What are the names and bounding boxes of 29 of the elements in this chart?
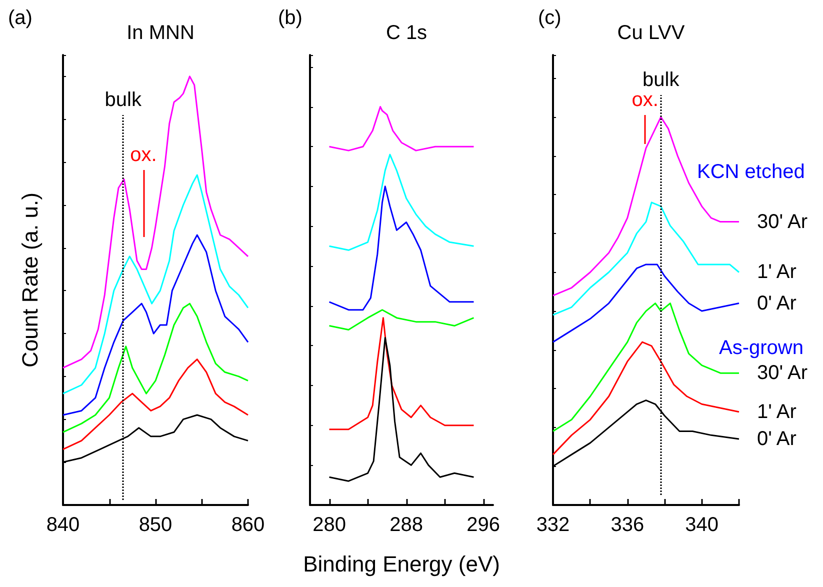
x-tick-label: 332: [536, 514, 570, 536]
series-label: 0' Ar: [757, 428, 797, 450]
series-label: 1' Ar: [757, 400, 797, 423]
series-label: 30' Ar: [757, 362, 808, 384]
x-tick-label: 296: [466, 514, 500, 536]
x-tick-label: 850: [138, 514, 172, 536]
ref-line-label: ox.: [130, 144, 157, 166]
annotation: As-grown: [719, 337, 804, 359]
series-label: 1' Ar: [757, 261, 797, 284]
ref-line-label: bulk: [642, 69, 680, 91]
series-label: 30' Ar: [757, 210, 808, 233]
series-label: 0' Ar: [757, 292, 797, 314]
ref-line-label: bulk: [104, 89, 142, 111]
x-tick-label: 280: [312, 514, 346, 536]
chart-title: In MNN: [126, 22, 194, 44]
y-axis-title: Count Rate (a. u.): [18, 192, 42, 368]
x-tick-label: 336: [610, 514, 644, 536]
text: (b): [278, 7, 302, 29]
x-tick-label: 860: [231, 514, 265, 536]
x-tick-label: 288: [390, 514, 424, 536]
x-tick-label: 340: [685, 514, 718, 536]
text: (a): [8, 7, 32, 29]
annotation: KCN etched: [697, 161, 805, 183]
x-tick-label: 840: [46, 514, 80, 536]
chart-title: Cu LVV: [617, 22, 686, 44]
ref-line-label: ox.: [632, 89, 658, 111]
text: (c): [538, 7, 562, 29]
chart-title: C 1s: [386, 22, 428, 44]
x-axis-title: Binding Energy (eV): [303, 552, 500, 576]
